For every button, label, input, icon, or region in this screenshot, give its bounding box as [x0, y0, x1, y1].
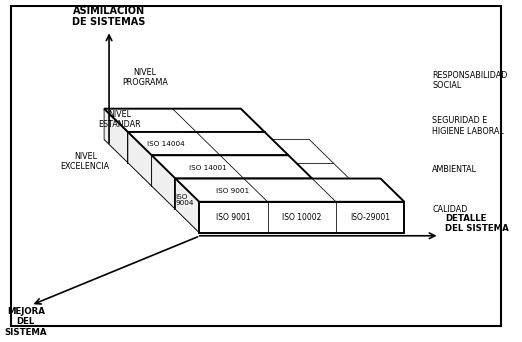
Polygon shape — [128, 132, 265, 163]
Polygon shape — [128, 132, 288, 155]
Polygon shape — [175, 179, 199, 233]
Polygon shape — [128, 132, 152, 186]
Text: ISO
9004: ISO 9004 — [175, 194, 194, 206]
Text: OHSAS
18002: OHSAS 18002 — [241, 161, 267, 180]
Text: ISO 9001: ISO 9001 — [216, 213, 251, 222]
Text: DETALLE
DEL SISTEMA: DETALLE DEL SISTEMA — [445, 214, 509, 233]
Text: NIVEL
PROGRAMA: NIVEL PROGRAMA — [122, 68, 168, 87]
Text: OHSAS
18001: OHSAS 18001 — [173, 161, 199, 180]
Text: ISO 14001: ISO 14001 — [190, 189, 229, 198]
Polygon shape — [104, 140, 405, 233]
Polygon shape — [152, 155, 312, 179]
Text: AA 1000(A): AA 1000(A) — [209, 143, 252, 152]
Text: ISO-29001: ISO-29001 — [350, 213, 390, 222]
Text: NIVEL
ESTANDAR: NIVEL ESTANDAR — [99, 110, 141, 129]
Text: RESPONSABILIDAD
SOCIAL: RESPONSABILIDAD SOCIAL — [432, 71, 507, 90]
Polygon shape — [104, 109, 128, 163]
Text: AMBIENTAL: AMBIENTAL — [432, 165, 477, 174]
Text: NIVEL
EXCELENCIA: NIVEL EXCELENCIA — [61, 152, 110, 171]
Polygon shape — [104, 109, 265, 132]
Polygon shape — [199, 202, 405, 233]
Text: SEGURIDAD E
HIGIENE LABORAL: SEGURIDAD E HIGIENE LABORAL — [432, 116, 504, 135]
Text: MEJORA
DEL
SISTEMA: MEJORA DEL SISTEMA — [5, 307, 47, 337]
Text: CALIDAD: CALIDAD — [432, 206, 467, 214]
Text: ISO 9001: ISO 9001 — [216, 188, 250, 194]
Text: ISO 14001: ISO 14001 — [189, 165, 227, 171]
Polygon shape — [175, 179, 312, 209]
Text: ASIMILACION
DE SISTEMAS: ASIMILACION DE SISTEMAS — [73, 5, 146, 27]
Text: ISO 14031: ISO 14031 — [258, 189, 298, 198]
Text: AA 1000: AA 1000 — [146, 143, 179, 152]
Text: ISO 10002: ISO 10002 — [282, 213, 322, 222]
Polygon shape — [175, 179, 405, 202]
Polygon shape — [152, 155, 175, 209]
Polygon shape — [152, 155, 288, 186]
Text: ISO 14004: ISO 14004 — [147, 141, 185, 147]
